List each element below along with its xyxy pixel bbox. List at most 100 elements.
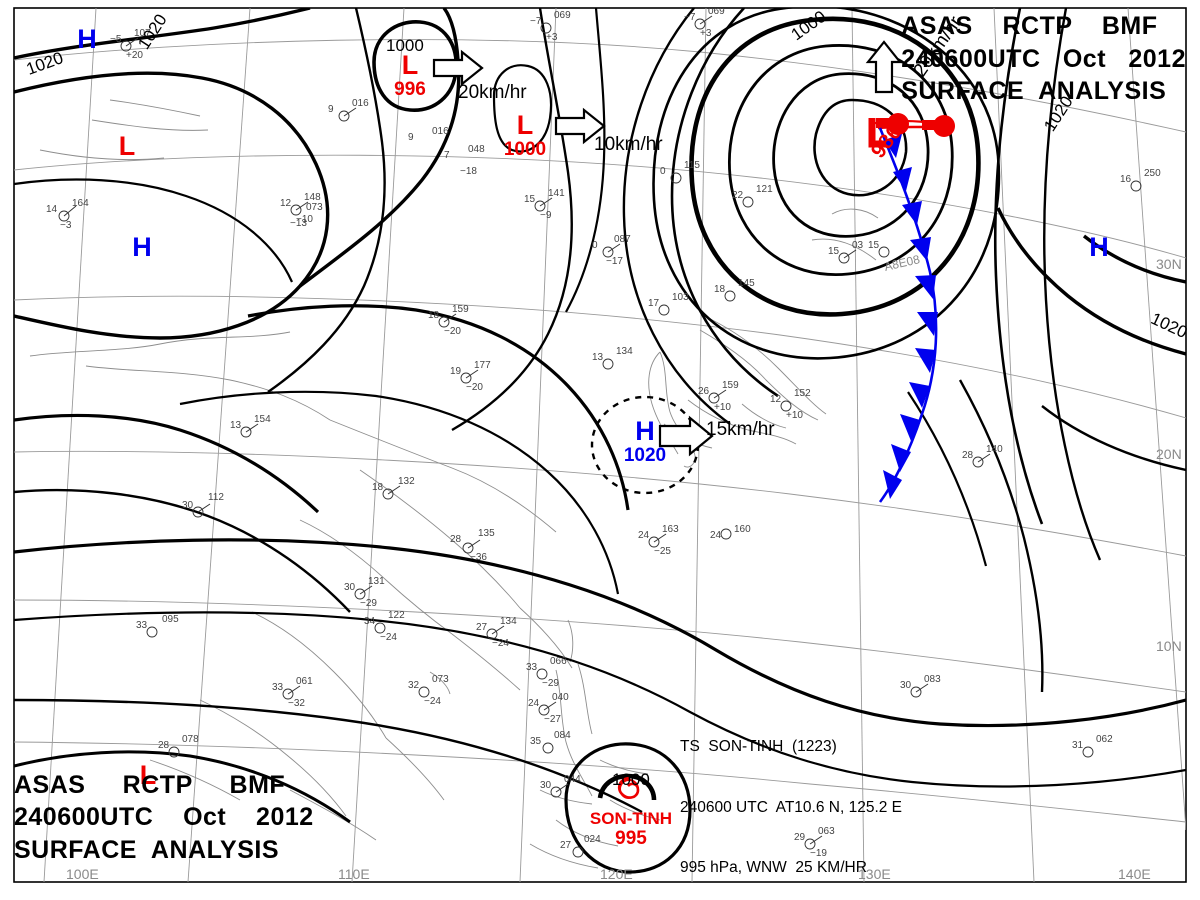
low-value: 996 [394,79,426,100]
svg-text:33: 33 [136,620,148,631]
svg-text:34: 34 [364,616,376,627]
speed-label-low-1000: 10km/hr [594,134,663,155]
station-plots [58,15,1142,858]
svg-text:+10: +10 [786,410,803,421]
svg-text:30: 30 [900,680,912,691]
svg-text:122: 122 [388,610,405,621]
low-center-bottom-left: L [133,762,163,789]
svg-text:9: 9 [328,104,334,115]
svg-text:−7: −7 [684,12,696,23]
svg-text:−29: −29 [542,678,559,689]
svg-text:−17: −17 [606,256,623,267]
title-top-line2: 240600UTC Oct 2012 [901,44,1186,73]
high-glyph: H [77,24,97,54]
high-glyph: H [1089,232,1109,262]
svg-text:18: 18 [428,310,440,321]
title-bottom-line3: SURFACE ANALYSIS [14,835,280,864]
svg-text:016: 016 [352,98,369,109]
svg-text:−25: −25 [654,546,671,557]
svg-text:073: 073 [432,674,449,685]
high-center-1020: H 1020 [616,418,674,466]
svg-text:154: 154 [254,414,271,425]
svg-text:18: 18 [372,482,384,493]
svg-text:135: 135 [478,528,495,539]
svg-text:15: 15 [828,246,840,257]
low-center-1000: L 1000 [502,112,548,160]
movement-arrows [432,40,903,457]
svg-text:−24: −24 [492,638,509,649]
svg-text:107: 107 [134,28,151,39]
svg-text:−7: −7 [530,16,542,27]
svg-text:−36: −36 [470,552,487,563]
svg-text:27: 27 [476,622,488,633]
svg-text:084: 084 [554,730,571,741]
title-bottom-line1: ASAS RCTP BMF [14,770,286,799]
svg-text:14: 14 [46,204,58,215]
svg-text:18: 18 [714,284,726,295]
svg-text:24: 24 [528,698,540,709]
svg-text:095: 095 [162,614,179,625]
tropical-storm-symbol [617,776,640,799]
low-center-996: L 996 [390,52,430,100]
svg-text:27: 27 [560,840,572,851]
svg-text:121: 121 [756,184,773,195]
svg-text:35: 35 [530,736,542,747]
lat-label-20n: 20N [1156,446,1182,462]
svg-text:−32: −32 [288,698,305,709]
svg-text:28: 28 [450,534,462,545]
svg-text:−10: −10 [296,214,313,225]
svg-text:−27: −27 [544,714,561,725]
svg-text:177: 177 [474,360,491,371]
high-glyph: H [132,232,152,262]
svg-text:30: 30 [344,582,356,593]
svg-text:30: 30 [182,500,194,511]
svg-text:115: 115 [684,160,700,171]
svg-text:−24: −24 [424,696,441,707]
svg-text:132: 132 [398,476,415,487]
tropical-storm-sontinh-label: SON-TINH 995 [578,809,684,850]
svg-text:12: 12 [770,394,782,405]
svg-text:33: 33 [272,682,284,693]
svg-text:30: 30 [540,780,552,791]
svg-text:083: 083 [924,674,941,685]
svg-text:24: 24 [638,530,650,541]
svg-text:31: 31 [1072,740,1084,751]
graticule-lines [14,8,1186,882]
svg-text:12: 12 [280,198,292,209]
svg-text:9: 9 [408,132,414,143]
lat-label-10n: 10N [1156,638,1182,654]
map-frame [13,7,1187,883]
svg-text:22: 22 [732,190,744,201]
svg-text:29: 29 [794,832,806,843]
svg-text:061: 061 [296,676,313,687]
low-glyph: L [401,50,419,80]
svg-text:−13: −13 [290,218,307,229]
low-value: 1000 [503,139,547,160]
svg-text:159: 159 [452,304,469,315]
isobar-label-1000-c: 1000 [612,770,650,789]
svg-text:024: 024 [584,834,601,845]
svg-text:33: 33 [526,662,538,673]
svg-text:+3: +3 [546,32,558,43]
svg-text:0: 0 [592,240,598,251]
speed-label-low-996: 20km/hr [458,82,527,103]
svg-text:160: 160 [734,524,751,535]
svg-text:159: 159 [722,380,739,391]
svg-text:048: 048 [468,144,485,155]
svg-text:+3: +3 [700,28,712,39]
svg-text:250: 250 [1144,168,1161,179]
high-glyph: H [635,416,655,446]
svg-text:152: 152 [794,388,811,399]
high-center-mid-left: H [127,234,157,261]
svg-text:141: 141 [548,188,565,199]
svg-text:13: 13 [592,352,604,363]
speed-label-high-1020: 15km/hr [706,419,775,440]
lon-label-130e: 130E [858,866,891,882]
svg-text:103: 103 [672,292,689,303]
svg-text:17: 17 [648,298,660,309]
svg-text:164: 164 [72,198,89,209]
title-block-top: ASAS RCTP BMF 240600UTC Oct 2012 SURFACE… [901,10,1186,108]
svg-text:13: 13 [230,420,242,431]
svg-text:+20: +20 [126,50,143,61]
svg-text:044: 044 [564,774,581,785]
